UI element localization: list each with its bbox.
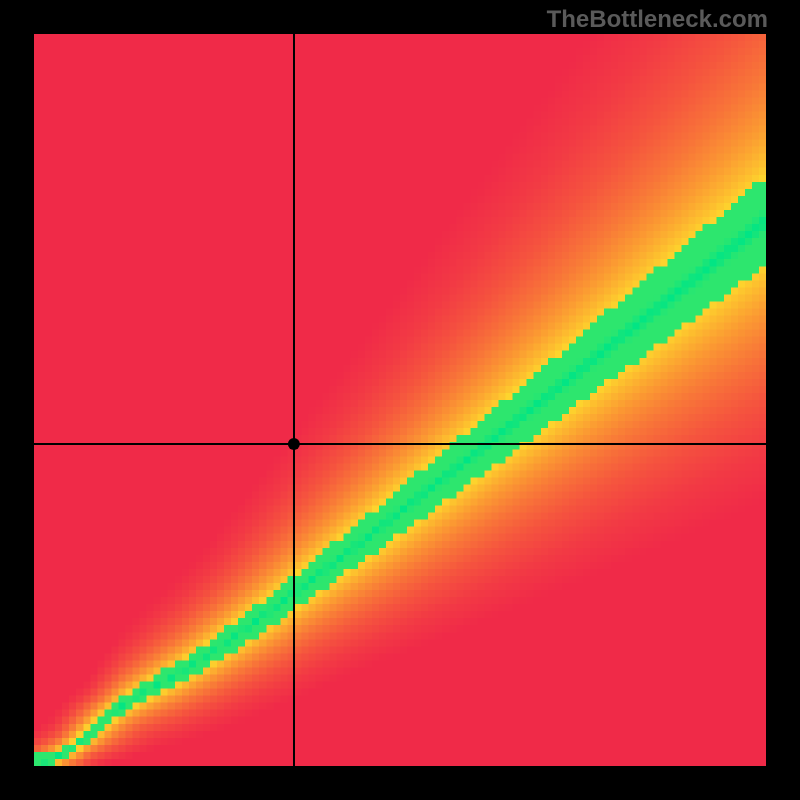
crosshair-overlay: [34, 34, 766, 766]
chart-frame: TheBottleneck.com: [0, 0, 800, 800]
heatmap-plot: [34, 34, 766, 766]
watermark-text: TheBottleneck.com: [547, 6, 768, 34]
